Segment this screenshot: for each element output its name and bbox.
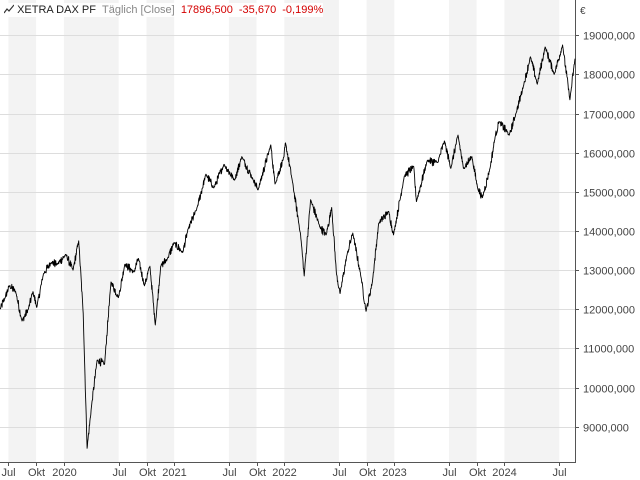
x-axis: Jul Okt 2020 Jul Okt 2021 Jul Okt 2022 Jul Okt 2023…	[1, 462, 567, 479]
x-tick-label: Jul	[442, 467, 456, 479]
y-tick-label: 14000,000	[583, 227, 635, 239]
dax-price-line	[0, 44, 576, 449]
change-value: -35,670	[238, 4, 277, 16]
y-tick-label: 15000,000	[583, 188, 635, 200]
chart-legend: XETRA DAX PF Täglich [Close] 17896,500 -…	[4, 3, 324, 17]
y-axis-unit: €	[580, 6, 586, 17]
y-tick-label: 12000,000	[583, 305, 635, 317]
x-tick-label: Okt	[249, 467, 266, 479]
y-tick-label: 11000,000	[583, 344, 634, 356]
x-tick-label: 2020	[52, 467, 76, 479]
y-tick-label: 19000,000	[583, 31, 635, 43]
last-value: 17896,500	[180, 4, 233, 16]
x-tick-label: Jul	[332, 467, 346, 479]
y-tick-label: 9000,000	[583, 423, 629, 435]
x-tick-label: Okt	[469, 467, 486, 479]
x-tick-label: 2022	[272, 467, 296, 479]
x-tick-label: Jul	[1, 467, 15, 479]
x-tick-label: Okt	[359, 467, 376, 479]
instrument-name: XETRA DAX PF	[17, 4, 96, 16]
x-tick-label: 2023	[382, 467, 406, 479]
x-tick-label: Okt	[28, 467, 45, 479]
y-tick-label: 18000,000	[583, 70, 635, 82]
x-tick-label: 2024	[492, 467, 516, 479]
x-tick-label: Jul	[552, 467, 566, 479]
x-tick-label: 2021	[162, 467, 186, 479]
plot-series	[0, 44, 576, 449]
change-percent: -0,199%	[282, 4, 324, 16]
y-tick-label: 16000,000	[583, 149, 635, 161]
y-tick-label: 17000,000	[583, 110, 635, 122]
line-chart-icon	[4, 4, 14, 14]
y-axis: 9000,000 10000,000 11000,000 12000,000 13000…	[575, 31, 635, 435]
y-tick-label: 10000,000	[583, 384, 635, 396]
y-tick-label: 13000,000	[583, 266, 635, 278]
x-tick-label: Okt	[139, 467, 156, 479]
x-tick-label: Jul	[112, 467, 126, 479]
x-tick-label: Jul	[222, 467, 236, 479]
interval-label: Täglich [Close]	[101, 4, 175, 16]
